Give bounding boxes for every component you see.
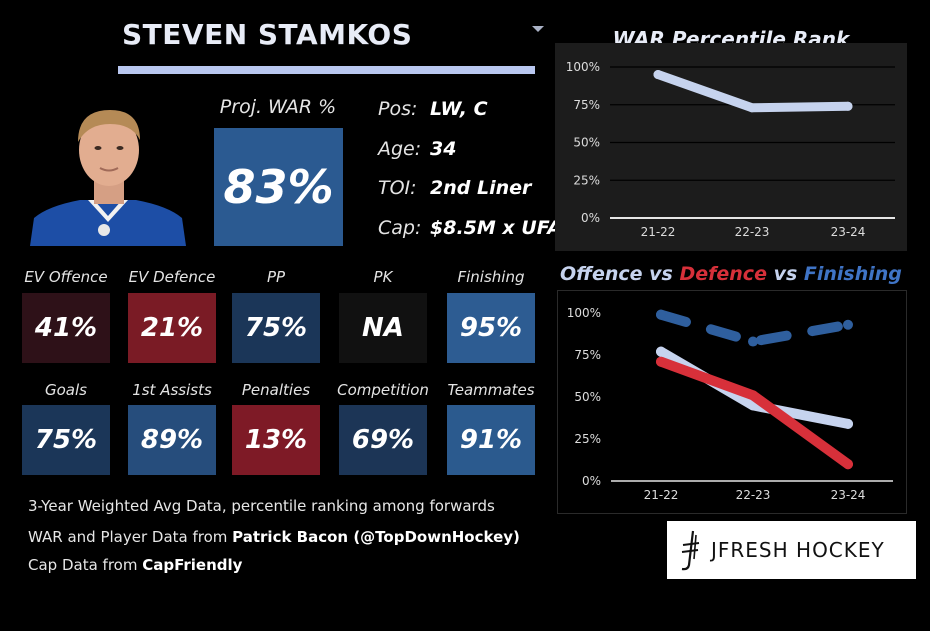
tile-label-1st-assists: 1st Assists (132, 381, 212, 399)
y-tick-label: 50% (573, 136, 600, 150)
proj-war-value: 83% (214, 128, 343, 246)
info-row-age: Age: 34 (378, 133, 456, 165)
info-row-cap: Cap: $8.5M x UFA (378, 212, 562, 244)
footnote-cap-source: Cap Data from CapFriendly (28, 556, 242, 574)
info-key: TOI: (378, 177, 417, 199)
series-line-1 (656, 346, 853, 429)
chart-title-offence-defence-finishing: Offence vs Defence vs Finishing (560, 263, 902, 285)
tile-label-goals: Goals (45, 381, 87, 399)
x-tick-label: 21-22 (641, 225, 676, 239)
info-value: LW, C (430, 98, 488, 120)
footnote-methodology: 3-Year Weighted Avg Data, percentile ran… (28, 497, 495, 515)
player-dropdown-chevron-icon[interactable] (532, 26, 544, 32)
series-point-0 (843, 101, 853, 111)
jfresh-logo-icon (681, 530, 700, 571)
chart-offence-defence-finishing: 0% 25% 50% 75% 100% 21-22 22-23 23-24 (557, 290, 907, 514)
logo-text: JFRESH HOCKEY (711, 538, 885, 562)
tile-pk: NA (339, 293, 427, 363)
tile-label-finishing: Finishing (457, 268, 525, 286)
x-tick-label: 21-22 (644, 488, 679, 502)
y-tick-label: 25% (574, 432, 601, 446)
series-line-0 (653, 70, 853, 113)
title-part-finishing: Finishing (803, 263, 902, 285)
tile-ev-offence: 41% (22, 293, 110, 363)
footnote-prefix: WAR and Player Data from (28, 528, 233, 546)
series-line-0 (656, 309, 853, 347)
player-name: STEVEN STAMKOS (122, 18, 413, 51)
tile-label-ev-defence: EV Defence (128, 268, 216, 286)
y-tick-label: 75% (573, 98, 600, 112)
tile-label-pk: PK (373, 268, 393, 286)
info-row-pos: Pos: LW, C (378, 93, 488, 125)
title-part-vs: vs (766, 263, 804, 285)
y-tick-label: 100% (566, 60, 600, 74)
chart-war-percentile: 0% 25% 50% 75% 100% 21-22 22-23 23-24 (555, 43, 907, 251)
info-key: Age: (378, 138, 422, 160)
tile-label-teammates: Teammates (447, 381, 535, 399)
series-point-0 (653, 70, 663, 80)
y-tick-label: 0% (581, 211, 600, 225)
tile-label-ev-offence: EV Offence (24, 268, 108, 286)
series-point-0 (656, 309, 666, 320)
series-point-2 (843, 459, 853, 470)
jfresh-logo: JFRESH HOCKEY (667, 521, 916, 579)
tile-label-pp: PP (266, 268, 286, 286)
tile-ev-defence: 21% (128, 293, 216, 363)
footnote-source-link: CapFriendly (142, 556, 243, 574)
series-point-2 (656, 356, 666, 367)
footnote-source-link: Patrick Bacon (@TopDownHockey) (232, 528, 520, 546)
series-point-1 (656, 346, 666, 357)
tile-goals: 75% (22, 405, 110, 475)
y-tick-label: 0% (582, 474, 601, 488)
chart-offence-defence-finishing-svg: 0% 25% 50% 75% 100% 21-22 22-23 23-24 (567, 306, 893, 502)
info-value: $8.5M x UFA (430, 217, 562, 239)
title-part-defence: Defence (679, 263, 767, 285)
series-point-0 (843, 319, 853, 330)
chart-title-war-percentile: WAR Percentile Rank (612, 27, 850, 44)
info-value: 34 (430, 138, 457, 160)
x-tick-label: 22-23 (736, 488, 771, 502)
series-point-0 (747, 103, 757, 113)
chart-war-percentile-svg: 0% 25% 50% 75% 100% 21-22 22-23 23-24 (566, 60, 895, 239)
name-underline (118, 66, 535, 74)
info-key: Pos: (378, 98, 418, 120)
footnote-war-source: WAR and Player Data from Patrick Bacon (… (28, 528, 520, 546)
y-tick-label: 75% (574, 348, 601, 362)
tile-penalties: 13% (232, 405, 320, 475)
x-tick-label: 22-23 (735, 225, 770, 239)
tile-finishing: 95% (447, 293, 535, 363)
x-tick-label: 23-24 (831, 488, 866, 502)
tile-teammates: 91% (447, 405, 535, 475)
proj-war-label: Proj. WAR % (219, 96, 337, 118)
x-tick-label: 23-24 (831, 225, 866, 239)
y-tick-label: 100% (567, 306, 601, 320)
title-part-vs: vs (642, 263, 680, 285)
player-headshot (28, 100, 188, 246)
tile-label-penalties: Penalties (241, 381, 311, 399)
tile-label-competition: Competition (337, 381, 429, 399)
series-point-0 (748, 336, 758, 347)
footnote-prefix: Cap Data from (28, 556, 143, 574)
info-key: Cap: (378, 217, 422, 239)
series-line-2 (656, 356, 853, 470)
tile-1st-assists: 89% (128, 405, 216, 475)
series-point-2 (748, 390, 758, 401)
info-row-toi: TOI: 2nd Liner (378, 172, 531, 204)
y-tick-label: 25% (573, 173, 600, 187)
tile-pp: 75% (232, 293, 320, 363)
y-tick-label: 50% (574, 390, 601, 404)
title-part-offence: Offence (560, 263, 643, 285)
tile-competition: 69% (339, 405, 427, 475)
series-point-1 (843, 418, 853, 429)
info-value: 2nd Liner (430, 177, 532, 199)
